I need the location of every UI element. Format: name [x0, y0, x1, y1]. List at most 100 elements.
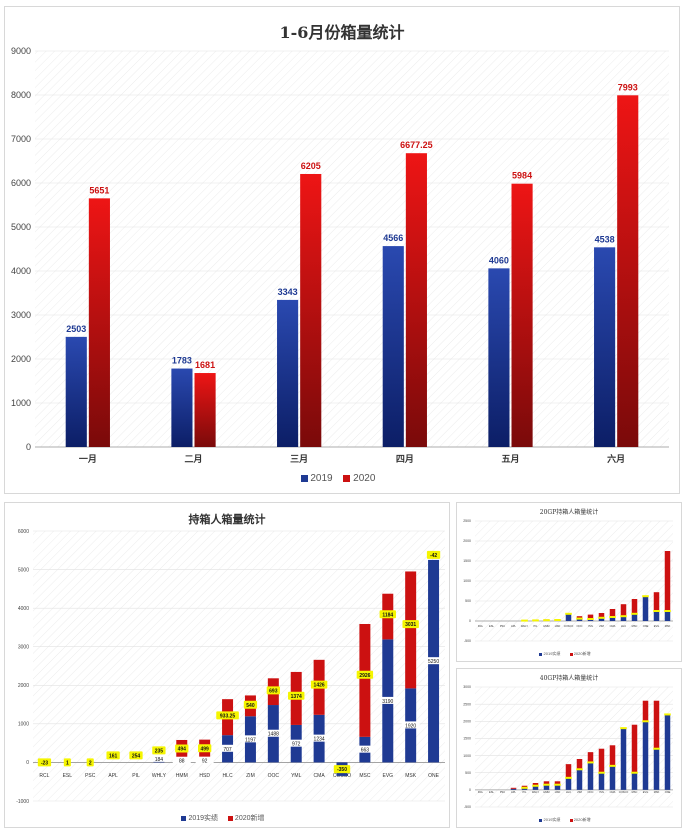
- highlight-label-bg: [152, 746, 166, 755]
- x-tick-label: PIL: [132, 773, 140, 779]
- bar-2020: [88, 198, 110, 447]
- data-label-bg: [424, 657, 443, 665]
- highlight-label-bg: [198, 744, 212, 753]
- x-tick-label: HMM: [543, 790, 549, 794]
- highlight-label-bg: [333, 765, 351, 774]
- y-tick-label: 1500: [463, 559, 471, 563]
- y-tick-label: 5000: [11, 222, 31, 232]
- mini-highlight: [642, 595, 649, 598]
- bar-2020: [576, 759, 583, 770]
- plot-area: [35, 51, 669, 447]
- highlight-label-bg: [106, 751, 120, 760]
- y-tick-label: 7000: [11, 134, 31, 144]
- y-tick-label: 0: [26, 442, 31, 452]
- highlight-label: 1: [66, 760, 69, 766]
- y-tick-label: 0: [26, 760, 29, 766]
- bar-2019: [510, 788, 517, 790]
- data-label-bg: [195, 756, 214, 764]
- highlight-label-bg: [379, 610, 396, 619]
- bar-2019: [171, 368, 193, 447]
- y-tick-label: -500: [464, 805, 471, 809]
- legend-swatch-2019: [539, 652, 543, 656]
- legend-label-2019: 2019: [310, 473, 333, 484]
- data-label-2019: 1197: [245, 737, 256, 743]
- bar-2019: [576, 618, 583, 621]
- data-label-bg: [355, 745, 374, 753]
- x-tick-label: WHLY: [152, 773, 167, 779]
- legend-label-2020: 2020新增: [573, 651, 591, 656]
- bar-2020: [194, 373, 216, 447]
- legend-swatch-2020: [343, 475, 351, 482]
- x-tick-label: HSD: [199, 773, 210, 779]
- y-tick-label: 2000: [18, 683, 29, 689]
- x-tick-label: ONE: [665, 790, 671, 794]
- bar-2020: [511, 183, 533, 448]
- x-tick-label: YML: [291, 773, 302, 779]
- data-label-bg: [264, 729, 283, 737]
- gp40-chart: -500 0 500 1000 1500 2000 2500 3000 RCL ESL PSC APL…: [463, 685, 673, 809]
- data-label-bg: [218, 744, 237, 752]
- x-tick-label: ONE: [428, 773, 440, 779]
- y-tick-label: 2500: [463, 519, 471, 523]
- highlight-label: -23: [41, 760, 48, 766]
- mini-highlight: [554, 783, 561, 786]
- x-tick-label: APL: [511, 624, 516, 628]
- mini-highlight: [554, 619, 561, 621]
- x-tick-label: HMM: [543, 624, 549, 628]
- y-tick-label: 1000: [18, 722, 29, 728]
- legend-swatch-2020: [569, 818, 573, 822]
- y-tick-label: 2500: [463, 702, 471, 706]
- x-tick-label: PIL: [534, 624, 538, 628]
- x-tick-label: MSC: [632, 790, 638, 794]
- bar-2020: [598, 613, 605, 618]
- mini-highlight: [598, 616, 605, 619]
- bar-2020: [521, 785, 528, 788]
- y-tick-label: 2000: [11, 354, 31, 364]
- x-tick-label: APL: [108, 773, 118, 779]
- highlight-label: 540: [246, 703, 255, 709]
- bar-2020: [664, 551, 671, 611]
- chart-legend: 2019实绩 2020新增: [457, 651, 681, 657]
- data-label-2020: 5651: [89, 185, 109, 195]
- legend-swatch-2019: [539, 818, 543, 822]
- mini-highlight: [532, 784, 539, 787]
- bar-2019: [620, 728, 627, 790]
- x-tick-label: COSCO: [564, 624, 574, 628]
- y-tick-label: 3000: [11, 310, 31, 320]
- bar-2019: [565, 613, 572, 621]
- data-label-2019: 4566: [383, 233, 403, 243]
- bar-2019: [642, 721, 649, 790]
- x-tick-label: 五月: [501, 454, 519, 464]
- bar-2019: [631, 613, 638, 621]
- mini-highlight: [653, 747, 660, 750]
- x-tick-label: COSCO: [619, 790, 629, 794]
- bar-2019: [664, 714, 671, 790]
- x-tick-label: 一月: [79, 454, 97, 464]
- data-label-2019: 663: [361, 748, 370, 754]
- highlight-label-bg: [175, 744, 189, 753]
- bar-2019: [598, 617, 605, 621]
- x-tick-label: 六月: [607, 453, 625, 464]
- bar-2020: [510, 787, 517, 789]
- bar-2019: [609, 765, 616, 790]
- x-tick-label: MSC: [359, 773, 371, 779]
- mini-highlight: [620, 727, 627, 730]
- x-tick-label: YML: [588, 624, 594, 628]
- bar-2020: [359, 623, 371, 737]
- highlight-label-bg: [356, 670, 374, 679]
- x-tick-label: ONE: [643, 624, 649, 628]
- gp20-chart-panel: 20GP持箱人箱量统计 -500 0 500 1000 1500 2000 2500 RCL E…: [456, 502, 682, 662]
- bar-2020: [543, 781, 550, 785]
- x-tick-label: RCL: [478, 624, 484, 628]
- mini-highlight: [543, 619, 550, 622]
- x-tick-label: RCL: [39, 773, 49, 779]
- data-label-2019: 1783: [172, 356, 192, 366]
- bar-2020: [554, 781, 561, 785]
- highlight-label-bg: [216, 711, 239, 720]
- bar-2019: [594, 247, 616, 447]
- x-tick-label: CMA: [314, 773, 326, 779]
- x-tick-label: HSD: [555, 790, 561, 794]
- bar-2019: [620, 616, 627, 621]
- bar-2019: [565, 777, 572, 790]
- bar-2020: [587, 752, 594, 763]
